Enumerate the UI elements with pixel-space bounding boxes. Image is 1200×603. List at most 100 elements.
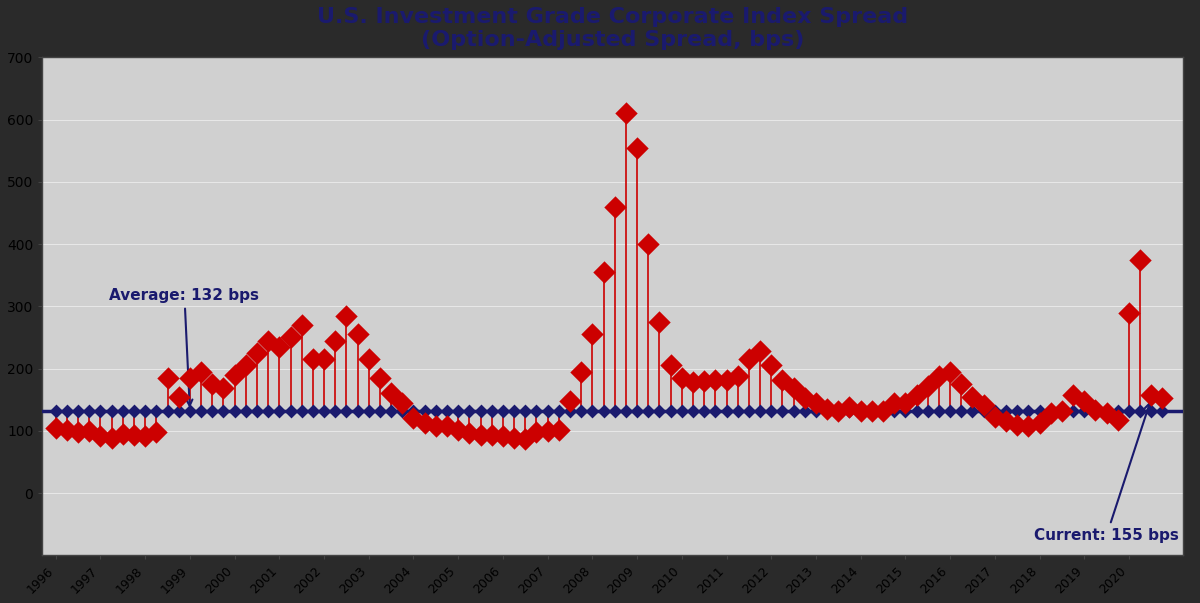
Point [304, 355, 323, 364]
Point [527, 427, 546, 437]
Point [560, 396, 580, 406]
Point [806, 406, 826, 415]
Point [628, 143, 647, 153]
Point [1063, 390, 1082, 400]
Point [68, 406, 88, 415]
Point [449, 425, 468, 434]
Point [739, 355, 758, 364]
Point [415, 418, 434, 428]
Point [460, 406, 479, 415]
Point [996, 416, 1015, 426]
Point [1120, 308, 1139, 317]
Point [281, 333, 300, 343]
Point [146, 406, 166, 415]
Point [1008, 420, 1027, 429]
Point [985, 412, 1004, 422]
Point [359, 406, 378, 415]
Point [258, 406, 277, 415]
Point [438, 406, 457, 415]
Point [516, 406, 535, 415]
Point [226, 370, 245, 379]
Point [985, 406, 1004, 415]
Point [840, 402, 859, 412]
Point [550, 406, 569, 415]
Point [504, 406, 523, 415]
Point [270, 406, 289, 415]
Point [337, 406, 356, 415]
Point [863, 406, 882, 415]
Point [594, 406, 613, 415]
Point [1120, 406, 1139, 415]
Title: U.S. Investment Grade Corporate Index Spread
(Option-Adjusted Spread, bps): U.S. Investment Grade Corporate Index Sp… [317, 7, 908, 50]
Point [236, 406, 256, 415]
Point [672, 373, 691, 383]
Point [258, 336, 277, 346]
Point [739, 406, 758, 415]
Point [840, 406, 859, 415]
Point [91, 406, 110, 415]
Point [426, 421, 445, 431]
Point [371, 406, 390, 415]
Point [817, 404, 836, 414]
Point [46, 406, 65, 415]
Point [695, 406, 714, 415]
Point [929, 406, 948, 415]
Point [884, 398, 904, 408]
Point [683, 377, 702, 387]
Point [605, 202, 624, 212]
Point [348, 406, 367, 415]
Point [750, 346, 769, 356]
Point [1130, 254, 1150, 264]
Point [974, 400, 994, 409]
Point [470, 406, 490, 415]
Point [1086, 405, 1105, 415]
Point [716, 406, 736, 415]
Point [79, 426, 98, 435]
Point [538, 426, 557, 435]
Point [1019, 421, 1038, 431]
Point [91, 431, 110, 441]
Point [1153, 394, 1172, 403]
Point [638, 406, 658, 415]
Point [829, 406, 848, 415]
Point [516, 434, 535, 444]
Point [661, 361, 680, 370]
Point [907, 390, 926, 400]
Point [203, 406, 222, 415]
Point [382, 406, 401, 415]
Point [1075, 396, 1094, 406]
Point [762, 406, 781, 415]
Point [1008, 406, 1027, 415]
Point [1019, 406, 1038, 415]
Point [325, 336, 344, 346]
Point [192, 406, 211, 415]
Point [895, 406, 914, 415]
Point [796, 406, 815, 415]
Point [929, 371, 948, 381]
Point [247, 348, 266, 358]
Point [571, 367, 590, 376]
Point [1108, 415, 1127, 425]
Point [974, 406, 994, 415]
Point [829, 406, 848, 415]
Point [348, 329, 367, 339]
Point [806, 398, 826, 408]
Point [192, 367, 211, 376]
Point [817, 406, 836, 415]
Point [851, 406, 870, 415]
Point [941, 367, 960, 376]
Point [996, 406, 1015, 415]
Point [650, 406, 670, 415]
Point [650, 317, 670, 327]
Point [1075, 406, 1094, 415]
Point [661, 406, 680, 415]
Point [1153, 406, 1172, 415]
Point [504, 434, 523, 443]
Point [404, 406, 424, 415]
Point [762, 361, 781, 370]
Point [750, 406, 769, 415]
Point [404, 414, 424, 423]
Point [247, 406, 266, 415]
Text: Average: 132 bps: Average: 132 bps [109, 288, 259, 406]
Point [79, 406, 98, 415]
